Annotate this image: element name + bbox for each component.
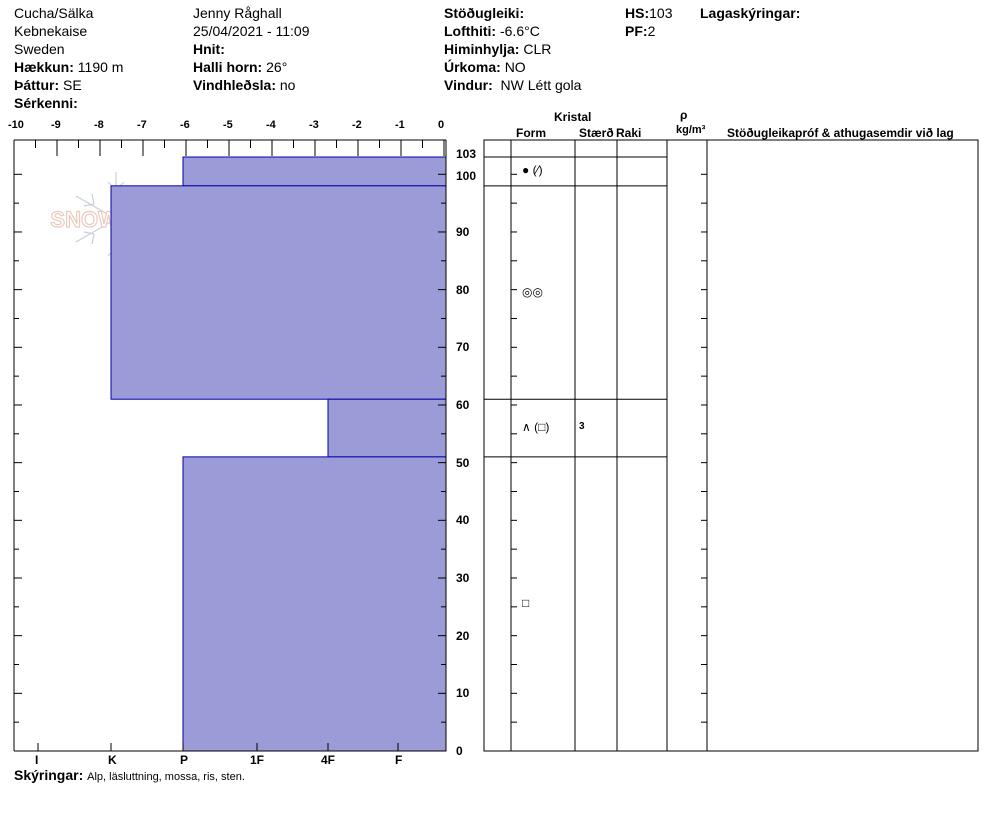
height-label: 40 bbox=[456, 513, 470, 528]
hardness-layer-bar bbox=[182, 456, 447, 752]
density-symbol-header: ρ bbox=[680, 108, 688, 122]
elevation-row: Hækkun: 1190 m bbox=[14, 59, 124, 75]
wind-loading-row: Vindhleðsla: no bbox=[193, 77, 296, 93]
temperature-tick-label: -9 bbox=[51, 119, 61, 131]
height-label: 100 bbox=[456, 169, 477, 184]
density-unit-header: kg/m³ bbox=[676, 124, 706, 136]
sky-row: Himinhylja: CLR bbox=[444, 41, 552, 57]
hs-row: HS:103 bbox=[625, 5, 673, 21]
layer-grain-form: □ bbox=[522, 595, 530, 610]
layer-table-rows bbox=[484, 156, 667, 458]
temperature-tick-label: -1 bbox=[395, 119, 405, 131]
coords-row: Hnit: bbox=[193, 41, 225, 57]
temperature-tick-label: -4 bbox=[266, 119, 276, 131]
features-row: Sérkenni: bbox=[14, 95, 78, 111]
crystal-header: Kristal bbox=[554, 110, 592, 124]
temperature-tick-label: -10 bbox=[8, 119, 24, 131]
hardness-label: I bbox=[35, 753, 39, 767]
layer-grain-form: ● (⁄) bbox=[522, 163, 543, 178]
moisture-header: Raki bbox=[616, 126, 642, 140]
temperature-tick-label: -2 bbox=[352, 119, 362, 131]
hardness-label: 4F bbox=[321, 753, 336, 767]
footer-notes: Skýringar: Alp, läsluttning, mossa, ris,… bbox=[14, 767, 245, 783]
height-label: 50 bbox=[456, 455, 470, 470]
air-temp-row: Lofthiti: -6.6°C bbox=[444, 23, 540, 39]
temperature-tick-label: -8 bbox=[94, 119, 104, 131]
hardness-label: 1F bbox=[250, 753, 265, 767]
temperature-tick-label: -5 bbox=[223, 119, 233, 131]
layer-grain-form: ∧ (□) bbox=[522, 420, 550, 435]
height-label: 20 bbox=[456, 628, 470, 643]
form-header: Form bbox=[516, 126, 546, 140]
slope-row: Halli horn: 26° bbox=[193, 59, 288, 75]
observer-name: Jenny Råghall bbox=[193, 5, 282, 21]
pf-row: PF:2 bbox=[625, 23, 656, 39]
height-label: 70 bbox=[456, 340, 470, 355]
temperature-tick-label: 0 bbox=[438, 119, 445, 131]
comments-header: Stöðugleikapróf & athugasemdir við lag bbox=[727, 126, 954, 140]
hardness-layer-bar bbox=[110, 185, 447, 400]
country-name: Sweden bbox=[14, 41, 65, 57]
temperature-tick-label: -6 bbox=[180, 119, 190, 131]
height-label: 0 bbox=[456, 744, 463, 758]
temperature-tick-label: -7 bbox=[137, 119, 147, 131]
height-label: 90 bbox=[456, 224, 470, 239]
aspect-row: Þáttur: SE bbox=[14, 77, 82, 93]
hardness-layer-bar bbox=[327, 398, 447, 458]
precip-row: Úrkoma: NO bbox=[444, 59, 526, 75]
layers-title: Lagaskýringar: bbox=[700, 5, 801, 21]
hardness-label: F bbox=[395, 753, 403, 767]
layer-grain-form: ◎◎ bbox=[522, 284, 543, 299]
height-label: 103 bbox=[456, 147, 477, 161]
hardness-label: K bbox=[108, 753, 117, 767]
hardness-layers bbox=[110, 156, 447, 752]
height-label: 10 bbox=[456, 686, 470, 701]
location-name: Cucha/Sälka bbox=[14, 5, 94, 21]
height-label: 80 bbox=[456, 282, 470, 297]
height-label: 30 bbox=[456, 570, 470, 585]
wind-row: Vindur: NW Létt gola bbox=[444, 77, 582, 93]
layer-table-frame bbox=[483, 139, 979, 752]
chart-frame-ticks bbox=[13, 140, 707, 752]
hardness-label: P bbox=[180, 753, 189, 767]
observation-datetime: 25/04/2021 - 11:09 bbox=[193, 23, 310, 39]
temperature-tick-label: -3 bbox=[309, 119, 319, 131]
size-header: Stærð bbox=[579, 126, 614, 140]
stability-row: Stöðugleiki: bbox=[444, 5, 525, 21]
height-label: 60 bbox=[456, 397, 470, 412]
hardness-layer-bar bbox=[182, 156, 447, 187]
layer-grain-size: 3 bbox=[579, 421, 585, 433]
area-name: Kebnekaise bbox=[14, 23, 88, 39]
